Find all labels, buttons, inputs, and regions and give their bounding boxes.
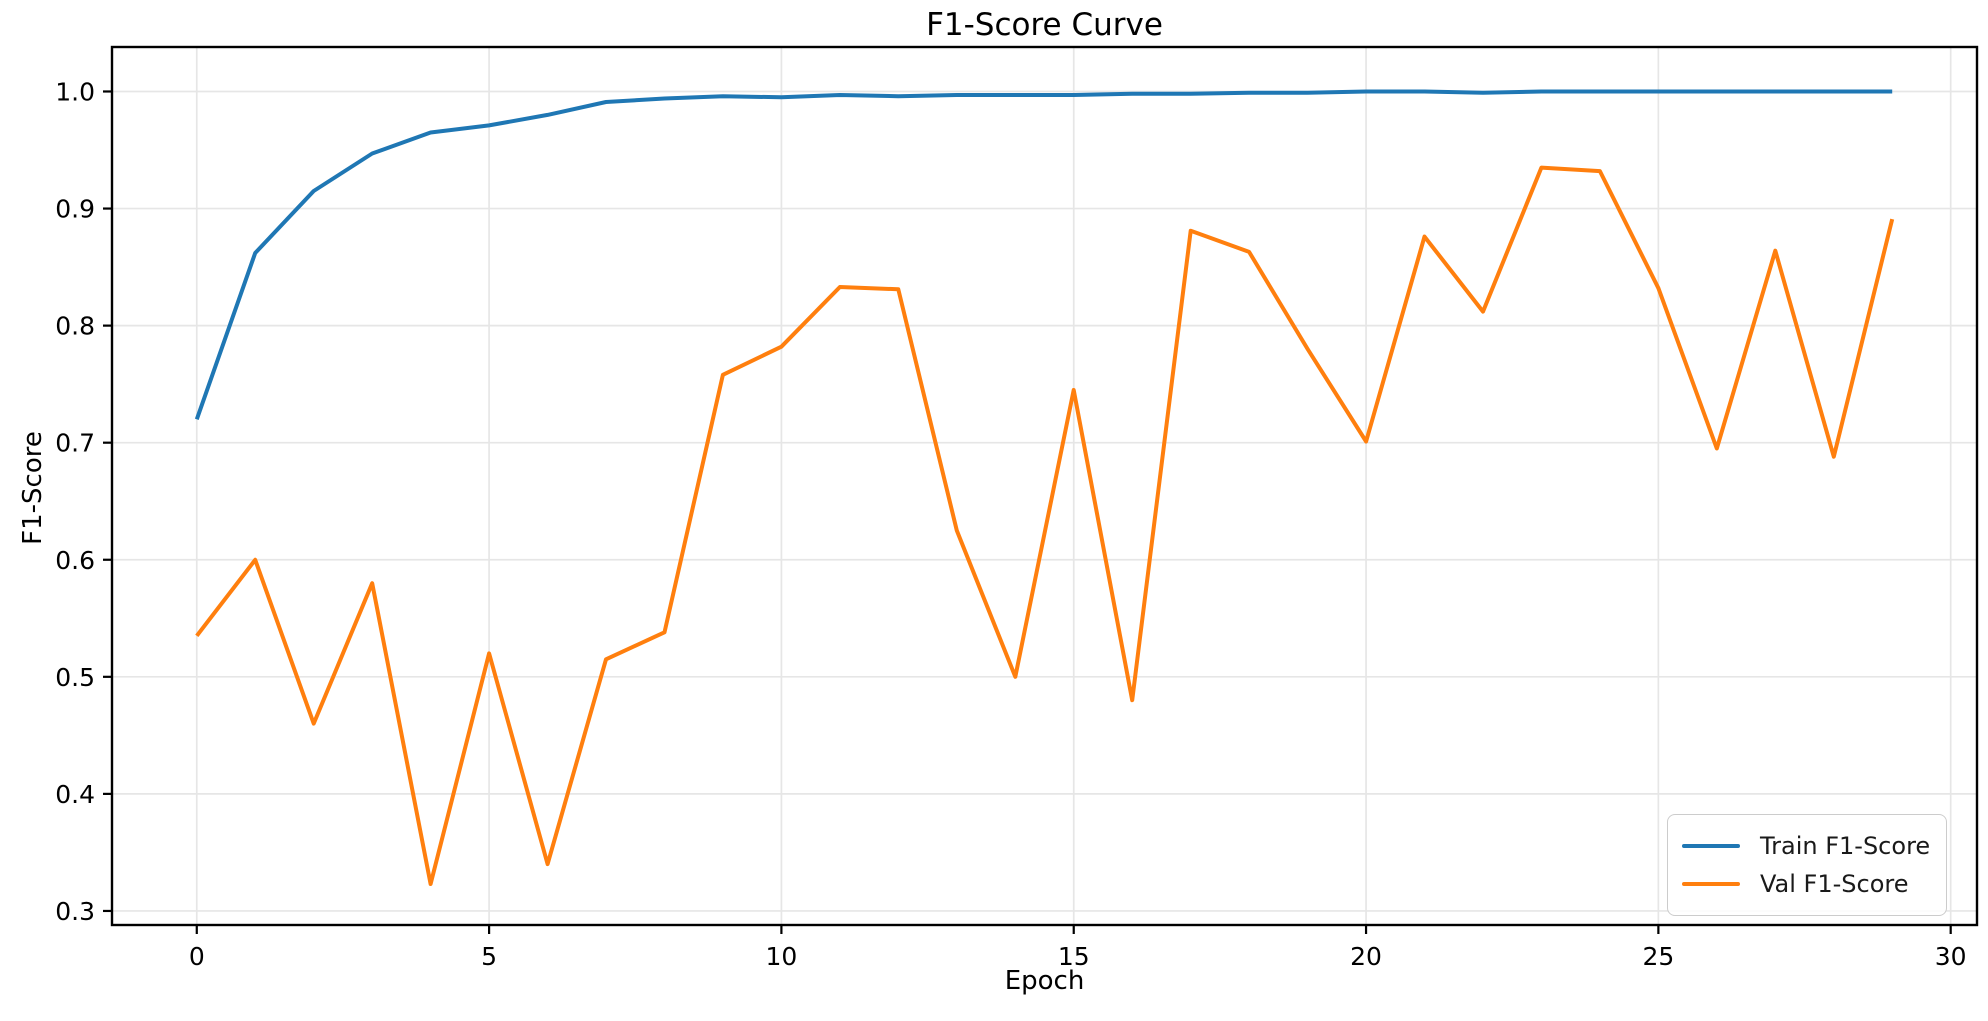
x-tick-label: 0 — [189, 942, 205, 971]
legend-item-train: Train F1-Score — [1682, 827, 1931, 865]
x-tick-label: 25 — [1642, 942, 1674, 971]
y-tick-label: 0.5 — [55, 663, 95, 692]
x-tick-label: 15 — [1058, 942, 1090, 971]
x-tick-label: 30 — [1935, 942, 1967, 971]
val-line-swatch — [1682, 882, 1740, 886]
y-axis-label: F1-Score — [18, 431, 48, 545]
y-tick-label: 0.7 — [55, 429, 95, 458]
legend-label-val: Val F1-Score — [1760, 870, 1909, 898]
val-series-line — [195, 165, 1895, 886]
x-tick-label: 10 — [766, 942, 798, 971]
y-tick-label: 1.0 — [55, 77, 95, 106]
y-tick-label: 0.4 — [55, 780, 95, 809]
chart-title: F1-Score Curve — [926, 7, 1163, 43]
x-axis-label: Epoch — [1004, 966, 1085, 996]
y-tick-label: 0.6 — [55, 546, 95, 575]
train-series-line — [194, 89, 1893, 420]
legend: Train F1-Score Val F1-Score — [1667, 814, 1947, 916]
train-line-swatch — [1682, 844, 1740, 848]
y-tick-label: 0.3 — [55, 897, 95, 926]
x-tick-label: 5 — [481, 942, 497, 971]
legend-item-val: Val F1-Score — [1682, 865, 1928, 903]
y-tick-label: 0.9 — [55, 195, 95, 224]
legend-label-train: Train F1-Score — [1760, 832, 1931, 860]
x-tick-label: 20 — [1350, 942, 1382, 971]
axes-spines — [110, 45, 1979, 927]
y-tick-label: 0.8 — [55, 312, 95, 341]
